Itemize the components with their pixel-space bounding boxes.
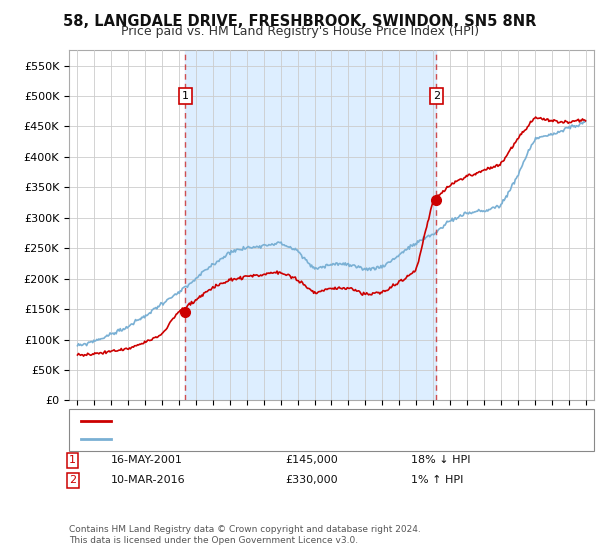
- Text: 58, LANGDALE DRIVE, FRESHBROOK, SWINDON, SN5 8NR (detached house): 58, LANGDALE DRIVE, FRESHBROOK, SWINDON,…: [117, 416, 512, 426]
- Text: 16-MAY-2001: 16-MAY-2001: [111, 455, 183, 465]
- Text: £330,000: £330,000: [285, 475, 338, 486]
- Text: HPI: Average price, detached house, Swindon: HPI: Average price, detached house, Swin…: [117, 434, 354, 444]
- Text: 1: 1: [182, 91, 189, 101]
- Text: 58, LANGDALE DRIVE, FRESHBROOK, SWINDON, SN5 8NR: 58, LANGDALE DRIVE, FRESHBROOK, SWINDON,…: [64, 14, 536, 29]
- Text: 2: 2: [69, 475, 76, 486]
- Text: Price paid vs. HM Land Registry's House Price Index (HPI): Price paid vs. HM Land Registry's House …: [121, 25, 479, 38]
- Bar: [185, 50, 436, 400]
- Text: 1: 1: [69, 455, 76, 465]
- Text: 10-MAR-2016: 10-MAR-2016: [111, 475, 185, 486]
- Text: 18% ↓ HPI: 18% ↓ HPI: [411, 455, 470, 465]
- Text: 1% ↑ HPI: 1% ↑ HPI: [411, 475, 463, 486]
- Text: 2: 2: [433, 91, 440, 101]
- Text: £145,000: £145,000: [285, 455, 338, 465]
- Text: Contains HM Land Registry data © Crown copyright and database right 2024.
This d: Contains HM Land Registry data © Crown c…: [69, 525, 421, 545]
